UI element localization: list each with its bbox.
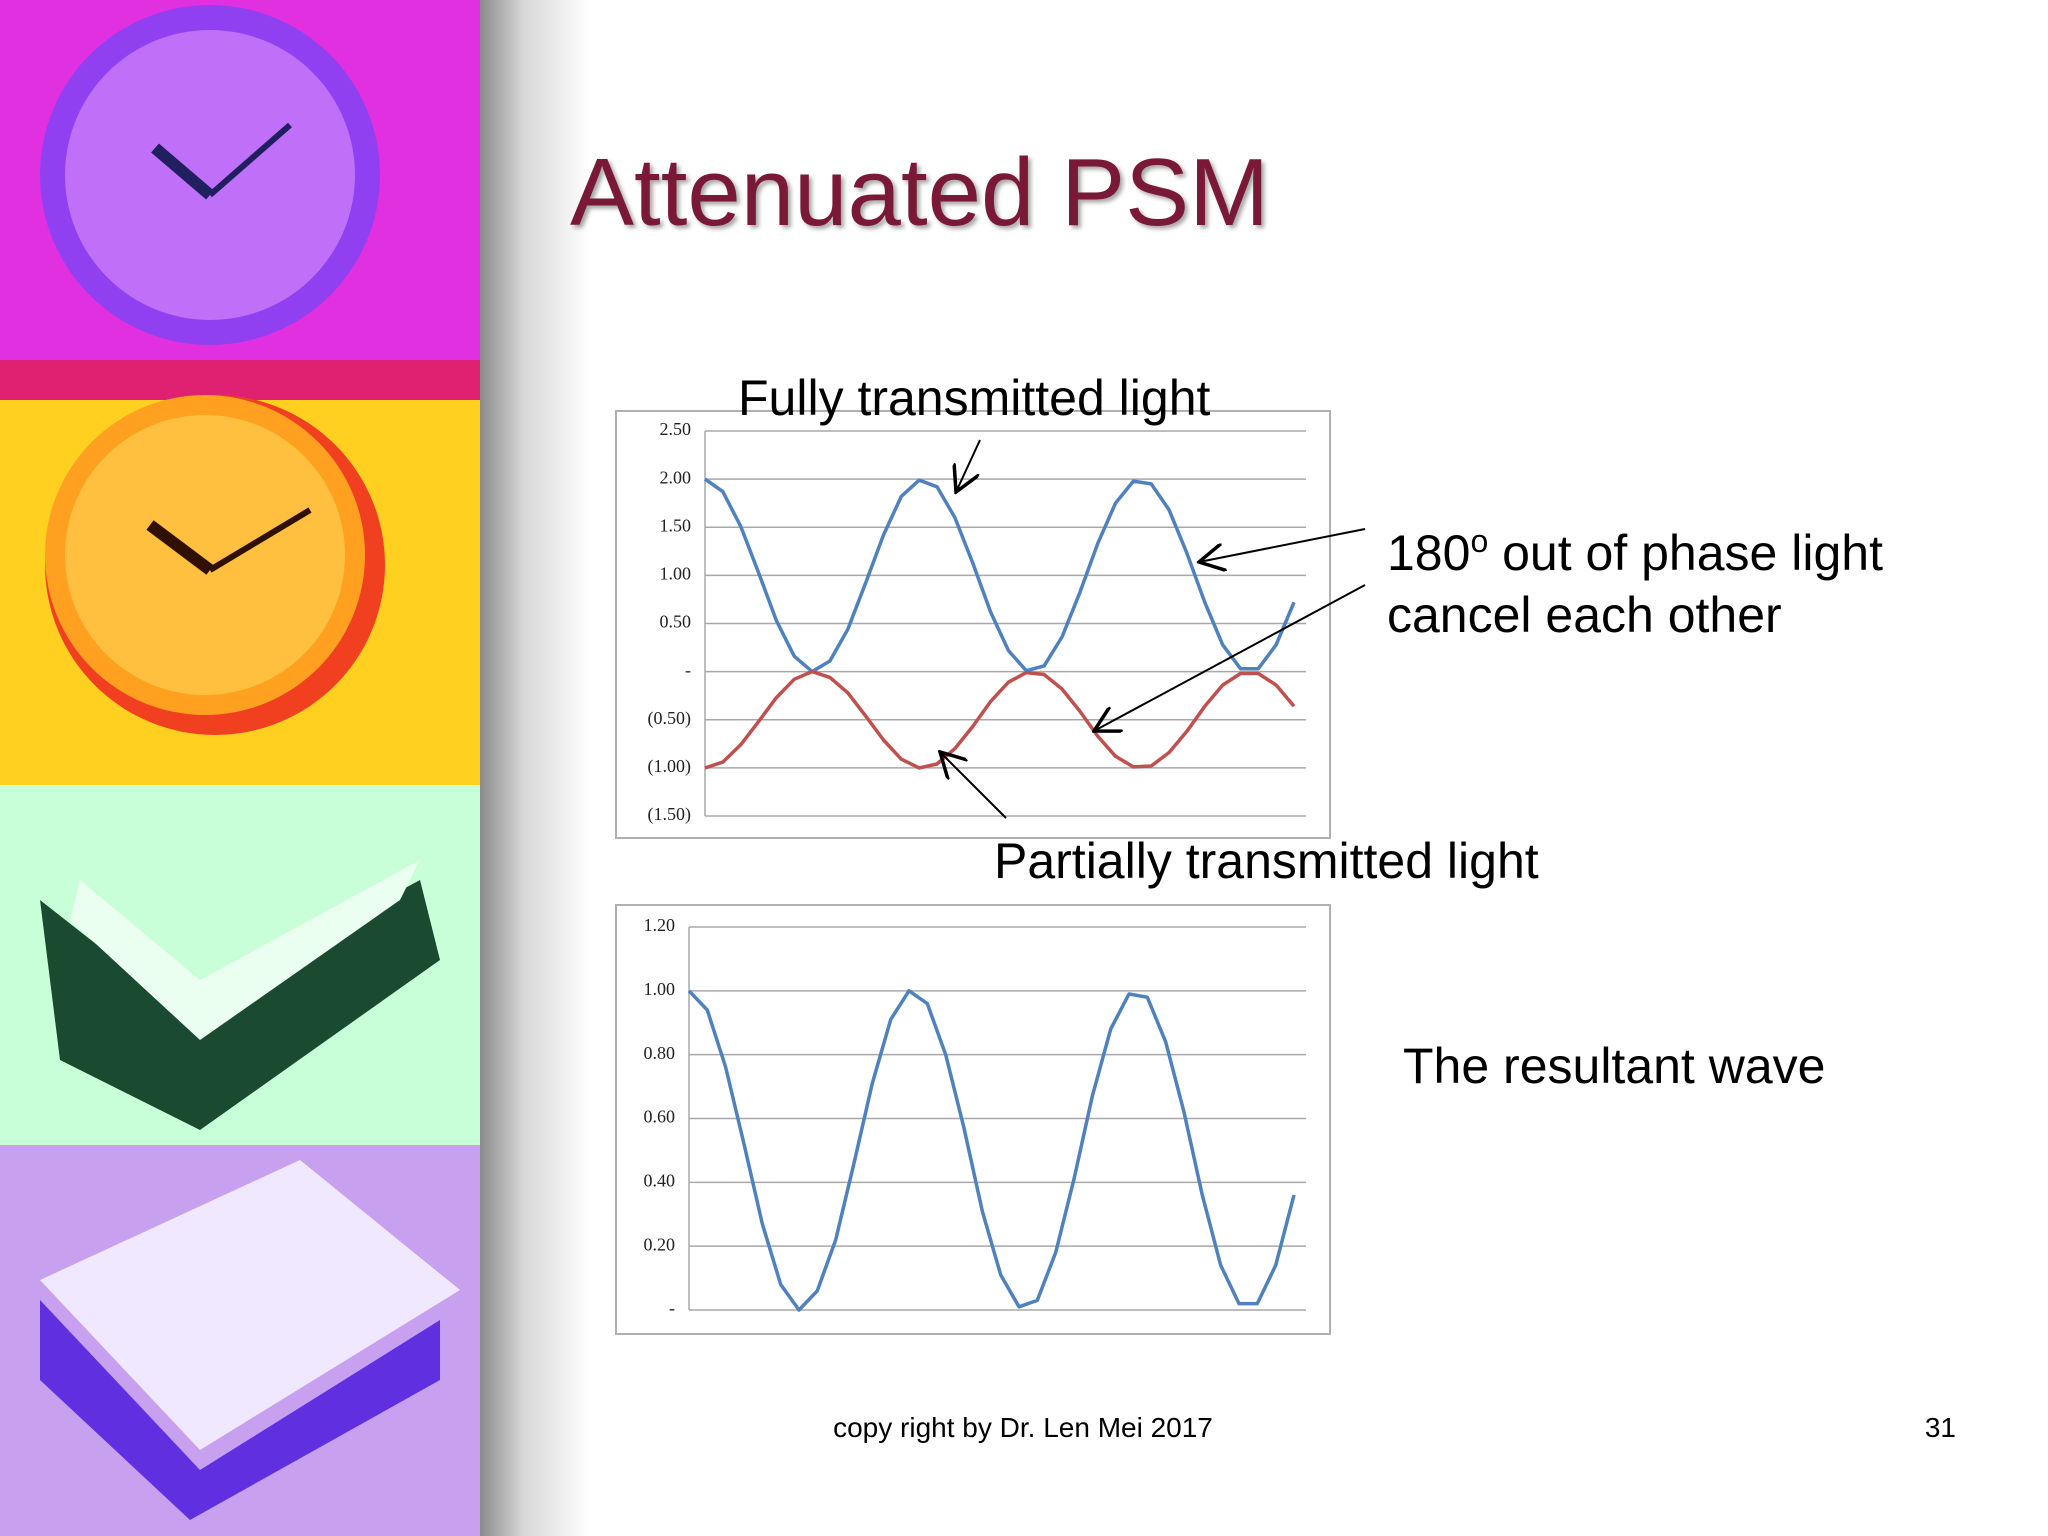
annotation: Fully transmitted light [738,370,1210,426]
chart-frame [615,410,1331,839]
y-tick-label: 2.00 [660,467,692,487]
slide-title: Attenuated PSM [570,139,1269,246]
arrow [1199,528,1366,562]
y-tick-label: 1.50 [660,515,692,535]
annotation: cancel each other [1387,587,1782,643]
arrow [940,752,1007,819]
annotation: 180o out of phase light [1387,523,1883,581]
y-tick-label: 1.00 [644,979,676,999]
y-tick-label: 1.20 [644,915,676,935]
footer: copy right by Dr. Len Mei 2017 [833,1412,1213,1443]
data-line [704,669,1296,770]
chart-frame [615,904,1331,1335]
page-number: 31 [1925,1412,1956,1443]
y-tick-label: (1.50) [648,804,692,825]
y-tick-label: (0.50) [648,708,692,729]
y-tick-label: 1.00 [660,564,692,584]
data-line [703,477,1296,674]
arrow [956,439,981,492]
y-tick-label: - [669,1298,675,1318]
y-tick-label: 0.40 [644,1170,676,1190]
annotation: Partially transmitted light [994,833,1539,889]
arrow [1094,584,1366,731]
y-tick-label: 0.60 [644,1107,676,1127]
annotation-part: 180 [1387,525,1470,581]
annotation: The resultant wave [1403,1038,1825,1094]
annotation-part: out of phase light [1488,525,1883,581]
arrows [940,439,1366,819]
side-images [0,0,590,1536]
y-tick-label: - [685,660,691,680]
y-tick-label: 0.80 [644,1043,676,1063]
charts: 2.50 2.00 1.50 1.00 0.50 - (0.50) (1.00) (1.50) 1… [644,419,1306,1318]
y-tick-label: 0.50 [660,612,692,632]
y-tick-label: (1.00) [648,756,692,777]
annotation-superscript: o [1470,523,1488,559]
y-tick-label: 0.20 [644,1234,676,1254]
data-line [687,989,1296,1312]
y-tick-label: 2.50 [660,419,692,439]
